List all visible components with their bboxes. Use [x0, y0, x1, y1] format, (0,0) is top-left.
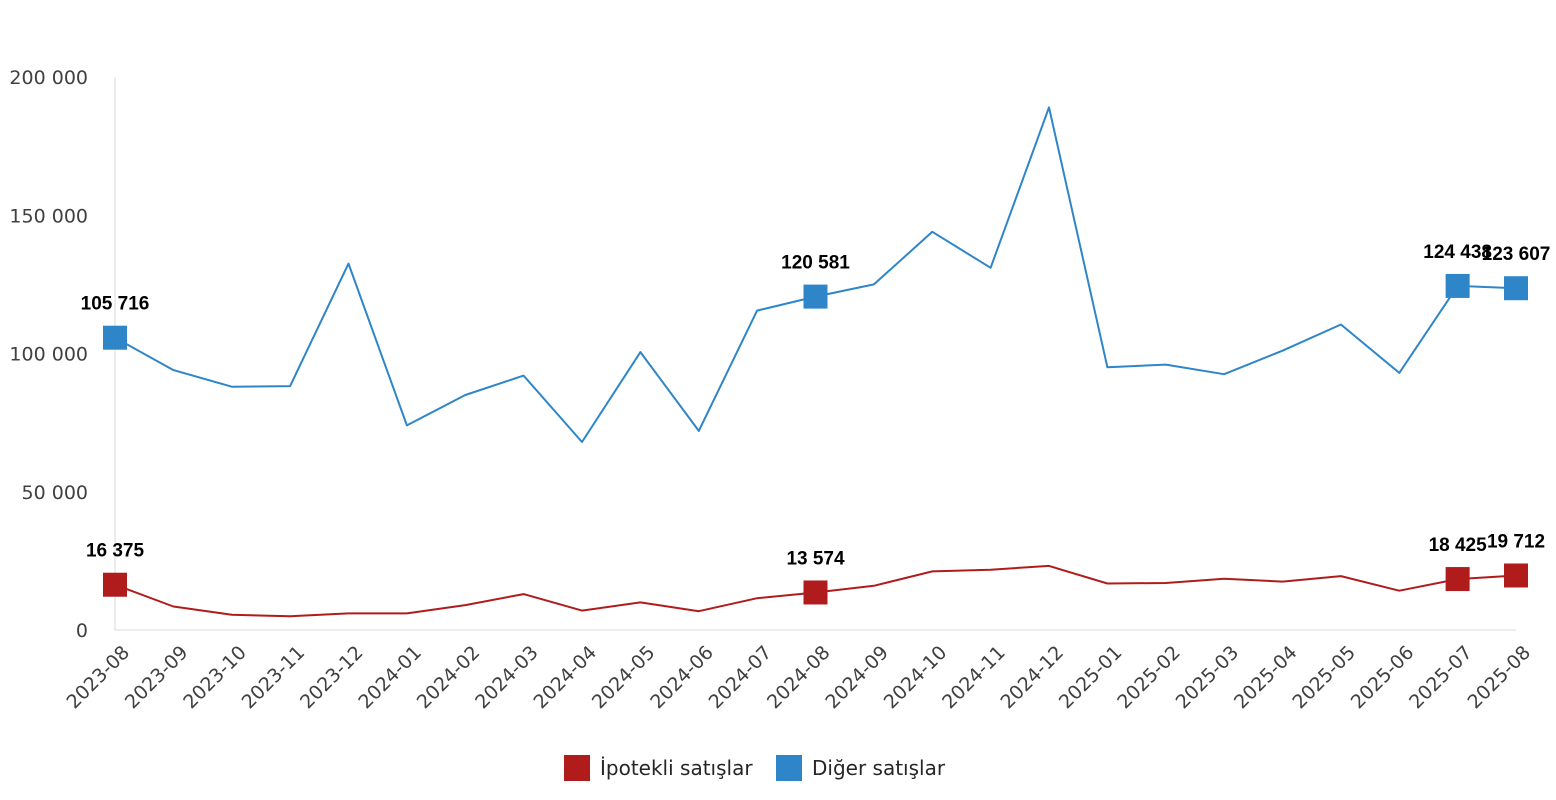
legend-label: İpotekli satışlar: [600, 756, 753, 780]
x-tick-label: 2024-01: [354, 642, 426, 714]
y-tick-label: 0: [76, 620, 88, 642]
x-tick-label: 2025-05: [1288, 642, 1360, 714]
x-tick-label: 2023-08: [62, 642, 134, 714]
x-tick-label: 2025-06: [1347, 642, 1419, 714]
x-tick-label: 2024-06: [646, 642, 718, 714]
x-tick-label: 2024-10: [880, 642, 952, 714]
x-tick-label: 2024-08: [763, 642, 835, 714]
data-marker: [103, 572, 127, 597]
x-tick-label: 2024-02: [413, 642, 485, 714]
series-lines: [103, 106, 1528, 618]
data-label: 19 712: [1487, 531, 1545, 552]
x-tick-label: 2025-04: [1230, 642, 1302, 714]
x-tick-label: 2024-11: [938, 642, 1010, 714]
data-label: 16 375: [86, 541, 145, 562]
x-tick-label: 2025-02: [1113, 642, 1185, 714]
x-tick-label: 2025-01: [1055, 642, 1127, 714]
data-label: 105 716: [81, 294, 150, 315]
x-tick-label: 2024-03: [471, 642, 543, 714]
x-tick-label: 2024-04: [529, 642, 601, 714]
legend: İpotekli satışlar Diğer satışlar: [564, 755, 946, 781]
data-label: 120 581: [781, 253, 850, 274]
y-tick-label: 150 000: [9, 205, 88, 227]
x-tick-label: 2024-07: [705, 642, 777, 714]
x-tick-label: 2024-12: [996, 642, 1068, 714]
y-tick-label: 50 000: [22, 482, 88, 504]
series-line-2: [114, 106, 1517, 443]
y-tick-label: 100 000: [9, 344, 88, 366]
data-marker: [1445, 273, 1470, 298]
legend-label: Diğer satışlar: [812, 756, 946, 780]
x-tick-label: 2025-08: [1463, 642, 1535, 714]
x-tick-label: 2024-05: [588, 642, 660, 714]
x-tick-label: 2023-10: [179, 642, 251, 714]
data-label: 13 574: [786, 548, 845, 569]
data-marker: [1504, 276, 1528, 301]
data-marker: [103, 325, 127, 350]
x-tick-label: 2025-03: [1172, 642, 1244, 714]
x-tick-label: 2023-11: [238, 642, 310, 714]
x-tick-label: 2024-09: [821, 642, 893, 714]
data-marker: [1504, 563, 1528, 588]
data-label: 123 607: [1482, 244, 1551, 265]
data-label: 124 438: [1423, 242, 1492, 263]
x-tick-label: 2023-09: [121, 642, 193, 714]
legend-swatch: [564, 755, 590, 781]
data-marker: [803, 284, 828, 309]
data-labels: 16 375 13 574 18 425 19 712 105 716 120 581 12…: [81, 242, 1551, 570]
data-label: 18 425: [1429, 535, 1488, 556]
legend-swatch: [776, 755, 802, 781]
y-tick-label: 200 000: [9, 67, 88, 89]
x-tick-label: 2025-07: [1405, 642, 1477, 714]
data-marker: [803, 580, 828, 605]
x-tick-label: 2023-12: [296, 642, 368, 714]
data-marker: [1445, 567, 1470, 592]
